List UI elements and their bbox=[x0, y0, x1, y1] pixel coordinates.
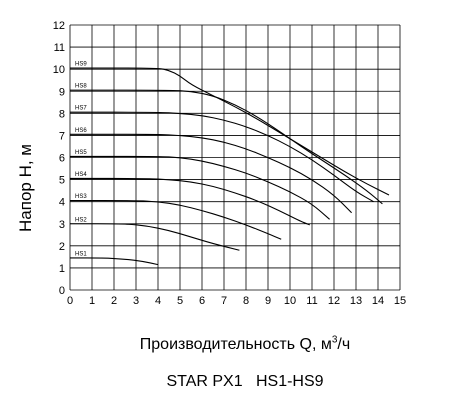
y-axis-label: Напор H, м bbox=[16, 144, 35, 232]
curve-hs7 bbox=[69, 111, 374, 203]
curve-label-hs9: HS9 bbox=[75, 62, 87, 68]
y-tick-label: 6 bbox=[59, 153, 65, 165]
y-tick-label: 8 bbox=[59, 108, 65, 120]
x-tick-label: 14 bbox=[372, 295, 384, 307]
curve-hs4 bbox=[70, 177, 310, 226]
curve-label-hs6: HS6 bbox=[75, 128, 87, 134]
x-tick-label: 3 bbox=[133, 295, 139, 307]
x-tick-label: 6 bbox=[199, 295, 205, 307]
y-tick-label: 10 bbox=[53, 64, 65, 76]
x-tick-label: 13 bbox=[350, 295, 362, 307]
curves bbox=[69, 67, 390, 266]
curve-hs3 bbox=[69, 200, 282, 240]
x-tick-label: 12 bbox=[328, 295, 340, 307]
x-tick-label: 15 bbox=[394, 295, 406, 307]
curve-label-hs7: HS7 bbox=[75, 106, 87, 112]
x-tick-label: 5 bbox=[177, 295, 183, 307]
curve-hs2 bbox=[70, 223, 240, 251]
curve-label-hs2: HS2 bbox=[75, 217, 87, 223]
x-tick-label: 0 bbox=[67, 295, 73, 307]
x-tick-label: 11 bbox=[306, 295, 317, 307]
x-axis-ticks: 0 1 2 3 4 5 6 7 8 9 10 11 12 13 14 15 bbox=[67, 295, 406, 307]
y-tick-label: 12 bbox=[53, 20, 65, 32]
x-tick-label: 1 bbox=[89, 295, 95, 307]
curve-label-hs5: HS5 bbox=[75, 150, 87, 156]
chart-caption: STAR PX1 HS1-HS9 bbox=[166, 373, 324, 390]
x-axis-label-text: Производительность Q, м3/ч bbox=[139, 335, 351, 354]
y-tick-label: 2 bbox=[59, 241, 65, 253]
y-tick-label: 11 bbox=[54, 42, 65, 54]
x-tick-label: 9 bbox=[265, 295, 271, 307]
y-tick-label: 3 bbox=[59, 219, 65, 231]
curve-hs9 bbox=[70, 67, 390, 196]
y-tick-label: 7 bbox=[59, 130, 65, 142]
curve-label-hs1: HS1 bbox=[75, 251, 87, 257]
curve-hs6 bbox=[70, 133, 352, 214]
curve-labels: HS1 HS2 HS3 HS4 HS5 HS6 HS7 HS8 HS9 bbox=[75, 62, 87, 258]
x-tick-label: 8 bbox=[243, 295, 249, 307]
x-tick-label: 7 bbox=[221, 295, 227, 307]
y-tick-label: 5 bbox=[59, 175, 65, 187]
curve-label-hs4: HS4 bbox=[75, 172, 87, 178]
y-tick-label: 4 bbox=[59, 197, 65, 209]
x-tick-label: 2 bbox=[111, 295, 117, 307]
x-axis-label-superscript: 3 bbox=[331, 335, 338, 346]
y-tick-label: 9 bbox=[59, 86, 65, 98]
x-tick-label: 10 bbox=[284, 295, 296, 307]
curve-label-hs3: HS3 bbox=[75, 194, 87, 200]
x-axis-label: Производительность Q, м3/ч bbox=[0, 335, 450, 354]
y-tick-label: 1 bbox=[59, 263, 65, 275]
curve-label-hs8: HS8 bbox=[75, 84, 87, 90]
grid bbox=[69, 24, 401, 291]
curve-hs1 bbox=[69, 257, 159, 266]
x-tick-label: 4 bbox=[155, 295, 161, 307]
curve-hs8 bbox=[69, 89, 383, 205]
y-tick-label: 0 bbox=[59, 285, 65, 297]
curve-hs5 bbox=[70, 155, 330, 220]
